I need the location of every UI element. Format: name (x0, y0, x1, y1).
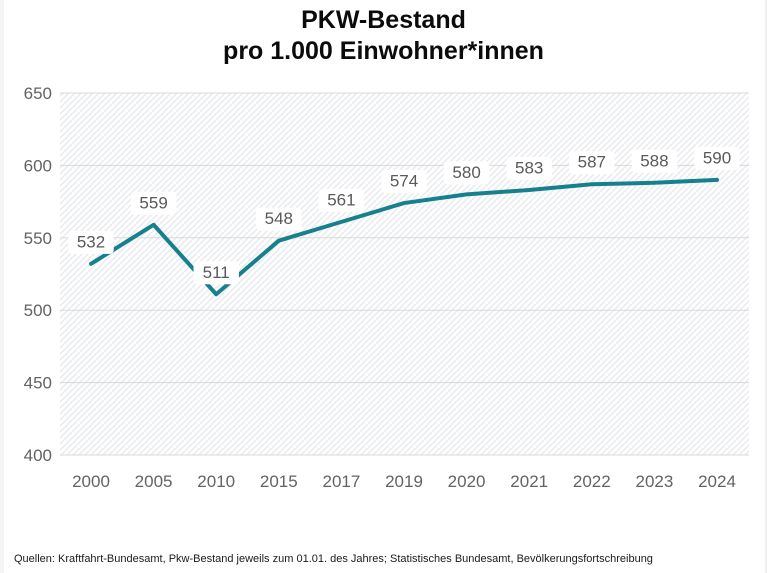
x-tick-label: 2015 (260, 472, 298, 491)
left-edge-decoration (0, 0, 4, 573)
x-tick-label: 2017 (322, 472, 360, 491)
y-tick-label: 650 (24, 84, 52, 103)
value-label: 580 (452, 163, 480, 182)
x-tick-label: 2024 (698, 472, 736, 491)
plot-background (60, 93, 749, 455)
y-tick-label: 400 (24, 446, 52, 465)
value-label-box (256, 207, 302, 231)
value-label: 561 (327, 190, 355, 209)
x-tick-label: 2023 (635, 472, 673, 491)
value-label-box (631, 149, 678, 173)
value-label: 574 (390, 172, 418, 191)
x-tick-label: 2005 (135, 472, 173, 491)
y-tick-label: 550 (24, 229, 52, 248)
y-tick-label: 450 (24, 374, 52, 393)
x-tick-label: 2019 (385, 472, 423, 491)
y-tick-label: 500 (24, 301, 52, 320)
value-label: 559 (139, 193, 167, 212)
value-label: 548 (265, 209, 293, 228)
chart-title-line2: pro 1.000 Einwohner*innen (223, 36, 544, 65)
value-label-box (318, 188, 365, 212)
y-tick-label: 600 (24, 156, 52, 175)
value-label: 511 (203, 263, 230, 282)
value-label-box (569, 151, 615, 175)
x-tick-label: 2021 (510, 472, 548, 491)
value-label: 588 (640, 151, 668, 170)
value-label-box (443, 161, 490, 185)
value-label: 590 (703, 148, 731, 167)
value-label-box (506, 157, 552, 181)
value-label: 532 (77, 232, 105, 251)
value-label-box (68, 230, 114, 254)
chart-title: PKW-Bestand pro 1.000 Einwohner*innen (0, 5, 767, 66)
value-label-box (694, 146, 740, 170)
value-label-box (381, 170, 427, 194)
value-label-box (130, 191, 177, 215)
x-tick-label: 2020 (448, 472, 486, 491)
value-label-box (193, 261, 239, 285)
right-edge-decoration (765, 0, 767, 573)
chart-title-line1: PKW-Bestand (301, 6, 466, 34)
value-label: 583 (515, 159, 543, 178)
x-tick-label: 2000 (72, 472, 110, 491)
value-label: 587 (578, 153, 606, 172)
x-tick-label: 2010 (197, 472, 235, 491)
x-tick-label: 2022 (573, 472, 611, 491)
source-note: Quellen: Kraftfahrt-Bundesamt, Pkw-Besta… (14, 553, 653, 565)
